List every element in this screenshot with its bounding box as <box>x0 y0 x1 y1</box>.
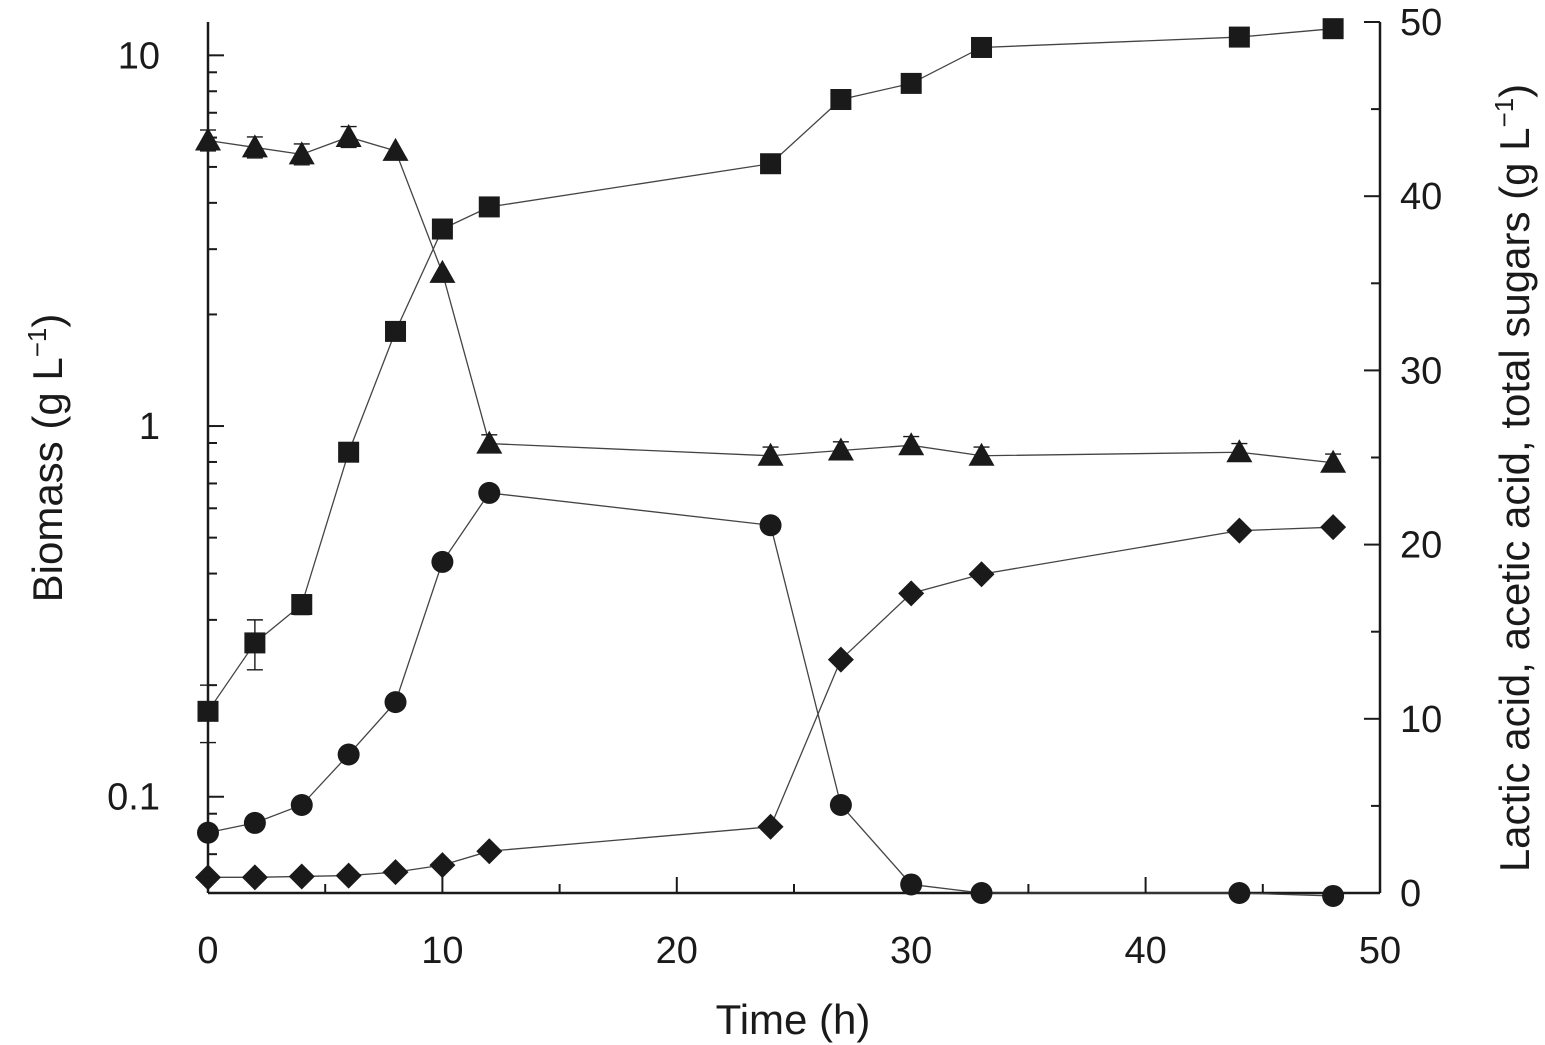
triangles-point <box>429 259 456 283</box>
triangles-point <box>898 432 925 456</box>
left-tick-label: 10 <box>118 35 160 77</box>
right-tick-label: 40 <box>1400 176 1442 218</box>
tick-marks <box>207 21 1381 894</box>
squares-point <box>900 72 922 94</box>
tick-labels: 0 10 20 30 40 50 0.1 1 10 0 10 20 30 40 50 <box>107 2 1442 972</box>
diamonds-point <box>429 852 456 879</box>
triangles-point <box>827 437 854 461</box>
right-axis-title-close: ) <box>1491 84 1538 98</box>
x-tick-label: 10 <box>421 930 463 972</box>
triangles-point <box>195 127 221 151</box>
x-tick-label: 20 <box>656 930 698 972</box>
right-tick-label: 20 <box>1400 525 1442 567</box>
diamonds-point <box>827 646 854 673</box>
squares-point <box>971 36 993 58</box>
right-axis-title-exp: −1 <box>1489 98 1519 128</box>
diamonds-point <box>288 863 315 890</box>
left-tick-label: 0.1 <box>107 777 160 819</box>
triangles-point <box>476 430 503 454</box>
circles-point <box>829 794 852 817</box>
diamonds-point <box>757 813 784 840</box>
squares-point <box>431 218 453 240</box>
circles-point <box>478 481 501 504</box>
diamonds-point <box>382 859 409 886</box>
circles-point <box>1322 884 1345 907</box>
circles-point <box>431 550 454 573</box>
error-bars <box>200 125 1342 744</box>
triangles-point <box>241 134 268 158</box>
left-axis-title-main: Biomass (g L <box>24 357 71 602</box>
right-tick-label: 10 <box>1400 699 1442 741</box>
triangles-point <box>335 123 362 147</box>
triangles-point <box>1226 439 1253 463</box>
squares-point <box>244 632 266 654</box>
triangles-point <box>288 141 315 165</box>
data-points <box>195 18 1347 907</box>
squares-point <box>830 89 852 111</box>
squares-point <box>760 153 782 175</box>
x-tick-label: 40 <box>1124 930 1166 972</box>
triangles-point <box>1320 449 1347 473</box>
triangles-line <box>207 136 1334 464</box>
triangles-point <box>757 442 784 466</box>
diamonds-point <box>1226 517 1253 544</box>
circles-point <box>970 882 993 904</box>
squares-point <box>197 700 219 722</box>
squares-point <box>385 320 407 342</box>
x-tick-label: 50 <box>1359 930 1401 972</box>
x-axis-title: Time (h) <box>716 996 871 1043</box>
circles-point <box>1228 882 1251 904</box>
right-tick-label: 0 <box>1400 873 1421 915</box>
left-axis-title-close: ) <box>24 314 71 328</box>
x-tick-label: 30 <box>890 930 932 972</box>
diamonds-point <box>476 838 503 865</box>
squares-point <box>1322 18 1344 40</box>
triangles-point <box>968 442 995 466</box>
diamonds-point <box>335 862 362 889</box>
axes <box>206 22 1382 895</box>
left-axis-title: Biomass (g L−1) <box>22 314 71 603</box>
diamonds-point <box>241 864 268 891</box>
right-axis-title: Lactic acid, acetic acid, total sugars (… <box>1489 84 1538 872</box>
circles-point <box>759 514 782 537</box>
circles-point <box>384 691 407 714</box>
right-tick-label: 50 <box>1400 2 1442 44</box>
left-tick-label: 1 <box>139 406 160 448</box>
left-axis-title-exp: −1 <box>22 328 52 358</box>
x-tick-label: 0 <box>197 930 218 972</box>
circles-point <box>337 743 360 766</box>
right-axis-title-main: Lactic acid, acetic acid, total sugars (… <box>1491 127 1538 872</box>
squares-line <box>207 28 1334 712</box>
squares-point <box>478 196 500 218</box>
diamonds-point <box>1320 514 1347 541</box>
squares-point <box>1228 26 1250 48</box>
circles-point <box>243 811 266 834</box>
circles-point <box>290 794 313 817</box>
triangles-point <box>382 137 409 161</box>
diamonds-point <box>898 580 925 607</box>
diamonds-point <box>968 561 995 588</box>
right-tick-label: 30 <box>1400 350 1442 392</box>
squares-point <box>291 594 313 616</box>
squares-point <box>338 441 360 463</box>
